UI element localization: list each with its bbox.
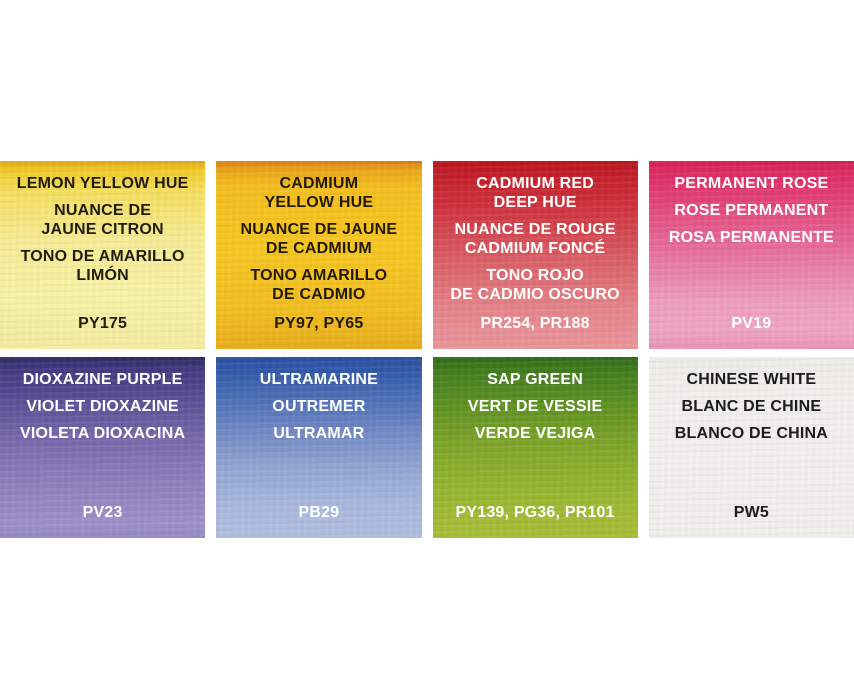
permanent-rose-name-french: ROSE PERMANENT <box>674 201 828 220</box>
ultramarine-name-english: ULTRAMARINE <box>260 370 378 389</box>
name-line: DE CADMIUM <box>265 240 372 257</box>
name-line: BLANC DE CHINE <box>681 398 822 415</box>
dioxazine-purple-name-french: VIOLET DIOXAZINE <box>26 397 179 416</box>
name-line: CHINESE WHITE <box>686 371 817 388</box>
name-line: SAP GREEN <box>487 371 583 388</box>
lemon-yellow-hue-name-english: LEMON YELLOW HUE <box>17 174 189 193</box>
name-line: LIMÓN <box>76 267 129 284</box>
swatch-ultramarine: ULTRAMARINE OUTREMER ULTRAMAR PB29 <box>216 357 422 538</box>
ultramarine-name-french: OUTREMER <box>272 397 365 416</box>
swatch-names: LEMON YELLOW HUE NUANCE DE JAUNE CITRON TON… <box>17 174 189 293</box>
lemon-yellow-hue-name-spanish: TONO DE AMARILLO LIMÓN <box>21 247 185 285</box>
name-line: CADMIUM <box>279 175 359 192</box>
name-line: DEEP HUE <box>493 194 577 211</box>
name-line: CADMIUM FONCÉ <box>464 240 606 257</box>
pigment-code: PY175 <box>78 315 128 332</box>
name-line: ULTRAMAR <box>273 425 365 442</box>
swatch-sap-green: SAP GREEN VERT DE VESSIE VERDE VEJIGA PY13… <box>432 357 639 538</box>
name-line: DE CADMIO <box>272 286 366 303</box>
name-line: BLANCO DE CHINA <box>674 425 828 442</box>
name-line: DE CADMIO OSCURO <box>450 286 620 303</box>
swatch-cadmium-yellow-hue: CADMIUM YELLOW HUE NUANCE DE JAUNE DE CADMI… <box>216 161 422 349</box>
name-line: ROSA PERMANENTE <box>668 229 834 246</box>
pigment-code: PY139, PG36, PR101 <box>455 504 615 521</box>
cadmium-yellow-hue-name-english: CADMIUM YELLOW HUE <box>265 174 374 212</box>
cadmium-red-deep-hue-name-french: NUANCE DE ROUGE CADMIUM FONCÉ <box>455 220 616 258</box>
swatch-names: PERMANENT ROSE ROSE PERMANENT ROSA PERMANE… <box>669 174 834 255</box>
cadmium-yellow-hue-name-spanish: TONO AMARILLO DE CADMIO <box>250 266 387 304</box>
name-line: DIOXAZINE PURPLE <box>22 371 183 388</box>
swatch-cadmium-red-deep-hue: CADMIUM RED DEEP HUE NUANCE DE ROUGE CADMIU… <box>432 161 639 349</box>
pigment-code: PY97, PY65 <box>274 315 364 332</box>
pigment-code: PB29 <box>298 504 340 521</box>
pigment-code: PR254, PR188 <box>480 315 590 332</box>
sap-green-name-french: VERT DE VESSIE <box>468 397 602 416</box>
dioxazine-purple-name-english: DIOXAZINE PURPLE <box>23 370 183 389</box>
cadmium-red-deep-hue-name-english: CADMIUM RED DEEP HUE <box>476 174 594 212</box>
dioxazine-purple-name-spanish: VIOLETA DIOXACINA <box>20 424 185 443</box>
swatch-lemon-yellow-hue: LEMON YELLOW HUE NUANCE DE JAUNE CITRON TON… <box>0 161 206 349</box>
swatch-names: CADMIUM YELLOW HUE NUANCE DE JAUNE DE CADMI… <box>240 174 397 312</box>
name-line: VIOLETA DIOXACINA <box>20 425 186 442</box>
cadmium-red-deep-hue-name-spanish: TONO ROJO DE CADMIO OSCURO <box>450 266 619 304</box>
swatch-permanent-rose: PERMANENT ROSE ROSE PERMANENT ROSA PERMANE… <box>648 161 854 349</box>
cadmium-yellow-hue-name-french: NUANCE DE JAUNE DE CADMIUM <box>240 220 397 258</box>
name-line: VERDE VEJIGA <box>474 425 596 442</box>
name-line: TONO DE AMARILLO <box>20 248 185 265</box>
name-line: OUTREMER <box>272 398 366 415</box>
name-line: NUANCE DE ROUGE <box>454 221 616 238</box>
name-line: TONO ROJO <box>486 267 584 284</box>
pigment-code: PV23 <box>82 504 123 521</box>
name-line: NUANCE DE JAUNE <box>240 221 398 238</box>
name-line: CADMIUM RED <box>476 175 594 192</box>
name-line: TONO AMARILLO <box>250 267 388 284</box>
swatch-names: CADMIUM RED DEEP HUE NUANCE DE ROUGE CADMIU… <box>450 174 619 312</box>
swatch-names: ULTRAMARINE OUTREMER ULTRAMAR <box>260 370 378 451</box>
name-line: ULTRAMARINE <box>259 371 379 388</box>
chinese-white-name-spanish: BLANCO DE CHINA <box>675 424 828 443</box>
swatch-names: DIOXAZINE PURPLE VIOLET DIOXAZINE VIOLETA … <box>20 370 185 451</box>
swatch-names: CHINESE WHITE BLANC DE CHINE BLANCO DE CHI… <box>675 370 828 451</box>
name-line: PERMANENT ROSE <box>674 175 829 192</box>
permanent-rose-name-english: PERMANENT ROSE <box>674 174 828 193</box>
swatch-chinese-white: CHINESE WHITE BLANC DE CHINE BLANCO DE CHI… <box>648 357 854 538</box>
name-line: LEMON YELLOW HUE <box>16 175 189 192</box>
name-line: ROSE PERMANENT <box>674 202 829 219</box>
chinese-white-name-english: CHINESE WHITE <box>687 370 817 389</box>
swatch-names: SAP GREEN VERT DE VESSIE VERDE VEJIGA <box>468 370 602 451</box>
swatch-grid: LEMON YELLOW HUE NUANCE DE JAUNE CITRON TON… <box>0 161 854 538</box>
pigment-code: PW5 <box>733 504 770 521</box>
ultramarine-name-spanish: ULTRAMAR <box>273 424 364 443</box>
name-line: NUANCE DE <box>54 202 152 219</box>
permanent-rose-name-spanish: ROSA PERMANENTE <box>669 228 834 247</box>
name-line: VIOLET DIOXAZINE <box>26 398 179 415</box>
swatch-dioxazine-purple: DIOXAZINE PURPLE VIOLET DIOXAZINE VIOLETA … <box>0 357 206 538</box>
name-line: YELLOW HUE <box>264 194 374 211</box>
lemon-yellow-hue-name-french: NUANCE DE JAUNE CITRON <box>41 201 163 239</box>
sap-green-name-english: SAP GREEN <box>487 370 583 389</box>
pigment-code: PV19 <box>731 315 772 332</box>
sap-green-name-spanish: VERDE VEJIGA <box>475 424 596 443</box>
name-line: JAUNE CITRON <box>41 221 164 238</box>
name-line: VERT DE VESSIE <box>467 398 603 415</box>
chinese-white-name-french: BLANC DE CHINE <box>682 397 822 416</box>
